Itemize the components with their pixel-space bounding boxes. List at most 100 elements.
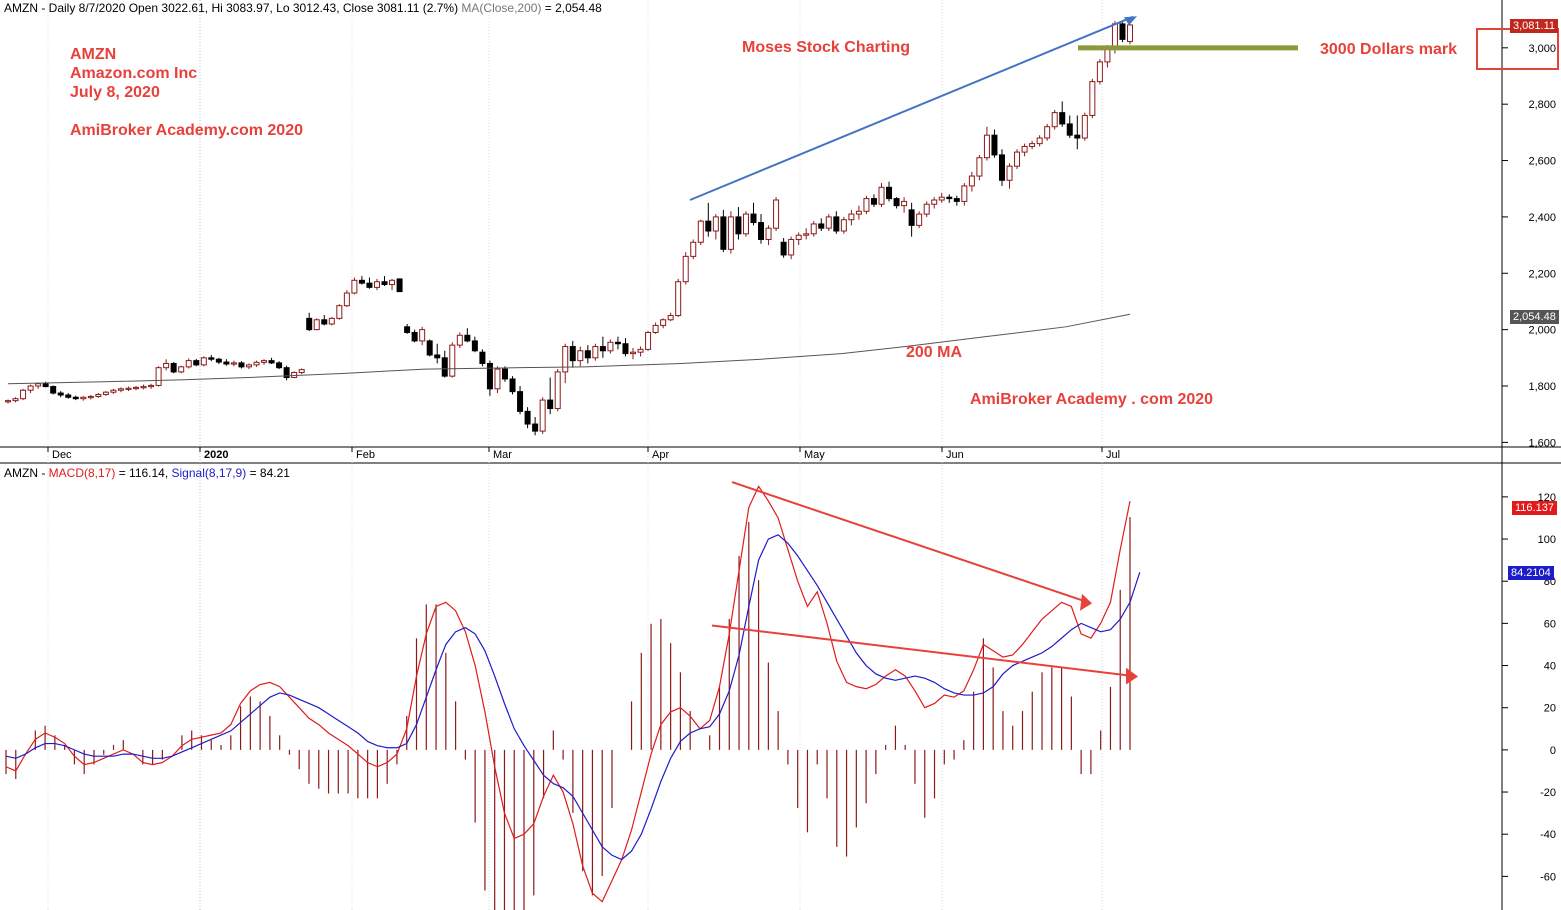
divergence-arrowhead-bottom xyxy=(1126,667,1138,685)
candle-down xyxy=(991,134,998,156)
candle-up xyxy=(12,398,19,402)
candle-up xyxy=(80,396,87,400)
candle-down xyxy=(381,281,388,286)
candle-up xyxy=(230,362,237,365)
y-tick-label: 2,600 xyxy=(1528,156,1556,168)
candle-down xyxy=(886,186,893,200)
candle-up xyxy=(983,134,990,159)
candle-up xyxy=(1021,145,1028,153)
candle-up xyxy=(1044,126,1051,139)
y-tick-label: 0 xyxy=(1550,745,1556,757)
signal-value: = 84.21 xyxy=(246,466,290,480)
x-tick-label: Apr xyxy=(652,449,669,461)
y-tick-label: 2,400 xyxy=(1528,212,1556,224)
candle-down xyxy=(464,334,471,342)
candle-up xyxy=(577,350,584,362)
candle-up xyxy=(313,319,320,331)
candle-up xyxy=(961,185,968,202)
annotation-date: July 8, 2020 xyxy=(70,84,160,101)
y-tick-label: -20 xyxy=(1540,787,1556,799)
candle-up xyxy=(1036,137,1043,145)
candle-down xyxy=(170,362,177,373)
candle-up xyxy=(1051,112,1058,128)
divergence-arrowhead-top xyxy=(1080,593,1092,611)
candle-down xyxy=(283,367,290,379)
signal-label: Signal(8,17,9) xyxy=(171,466,247,480)
candle-up xyxy=(1029,143,1036,147)
candle-down xyxy=(599,346,606,352)
y-tick-label: 3,000 xyxy=(1528,43,1556,55)
candle-up xyxy=(848,213,855,221)
candle-up xyxy=(938,196,945,201)
candle-down xyxy=(893,198,900,207)
divergence-arrow-top xyxy=(731,481,1089,604)
candle-down xyxy=(404,326,411,333)
candle-up xyxy=(20,389,27,400)
candle-up xyxy=(810,223,817,235)
candle-down xyxy=(396,278,403,293)
ma-last-tag: 2,054.48 xyxy=(1510,310,1559,324)
candle-up xyxy=(765,227,772,240)
candle-up xyxy=(637,348,644,353)
candle-up xyxy=(27,385,34,391)
macd-value: = 116.14, xyxy=(115,466,172,480)
candle-down xyxy=(870,198,877,205)
x-tick-label: Feb xyxy=(356,449,375,461)
macd-label: MACD(8,17) xyxy=(48,466,116,480)
candle-down xyxy=(306,317,313,331)
candle-up xyxy=(742,213,749,235)
candle-up xyxy=(125,387,132,390)
candle-up xyxy=(840,219,847,232)
candle-down xyxy=(532,423,539,432)
candle-down xyxy=(238,362,245,368)
candle-up xyxy=(1127,24,1133,42)
candle-up xyxy=(976,157,983,177)
candle-up xyxy=(245,364,252,368)
candle-up xyxy=(795,234,802,240)
macd-symbol: AMZN xyxy=(4,466,38,480)
y-tick-label: 120 xyxy=(1538,492,1556,504)
x-tick-label: Dec xyxy=(52,449,72,461)
candle-up xyxy=(645,331,652,350)
candle-up xyxy=(667,315,674,321)
candle-up xyxy=(373,281,380,288)
annotation-site-top: AmiBroker Academy.com 2020 xyxy=(70,122,303,139)
x-tick-label: Mar xyxy=(493,449,512,461)
price-symbol: AMZN xyxy=(4,1,38,15)
candle-down xyxy=(569,346,576,362)
ma-value: = 2,054.48 xyxy=(541,1,602,15)
y-tick-label: -40 xyxy=(1540,829,1556,841)
candle-up xyxy=(494,368,501,390)
macd-pane-header: AMZN - MACD(8,17) = 116.14, Signal(8,17,… xyxy=(4,466,290,480)
candle-up xyxy=(185,360,192,368)
annotation-company: Amazon.com Inc xyxy=(70,65,198,82)
candle-up xyxy=(968,175,975,187)
candle-up xyxy=(1081,114,1088,139)
candle-down xyxy=(486,362,493,390)
y-tick-label: 100 xyxy=(1538,534,1556,546)
divergence-arrow-bottom xyxy=(711,624,1135,678)
candle-up xyxy=(592,346,599,359)
candle-down xyxy=(215,358,222,363)
candle-up xyxy=(863,198,870,212)
candle-down xyxy=(441,357,448,377)
candle-up xyxy=(652,324,659,333)
candle-down xyxy=(547,399,554,410)
candle-down xyxy=(833,216,840,232)
candle-down xyxy=(509,378,516,393)
candle-down xyxy=(65,394,72,398)
candle-down xyxy=(471,340,478,352)
x-tick-label: Jun xyxy=(946,449,964,461)
y-tick-label: 2,000 xyxy=(1528,325,1556,337)
candle-down xyxy=(735,216,742,235)
annotation-author: Moses Stock Charting xyxy=(742,39,911,56)
candle-down xyxy=(208,357,215,360)
candle-up xyxy=(87,395,94,399)
y-tick-label: 2,800 xyxy=(1528,99,1556,111)
candle-up xyxy=(102,391,109,395)
candle-up xyxy=(336,305,343,319)
candle-up xyxy=(456,334,463,346)
candle-up xyxy=(148,384,155,388)
ma200-line xyxy=(7,313,1131,385)
candle-up xyxy=(140,386,147,389)
